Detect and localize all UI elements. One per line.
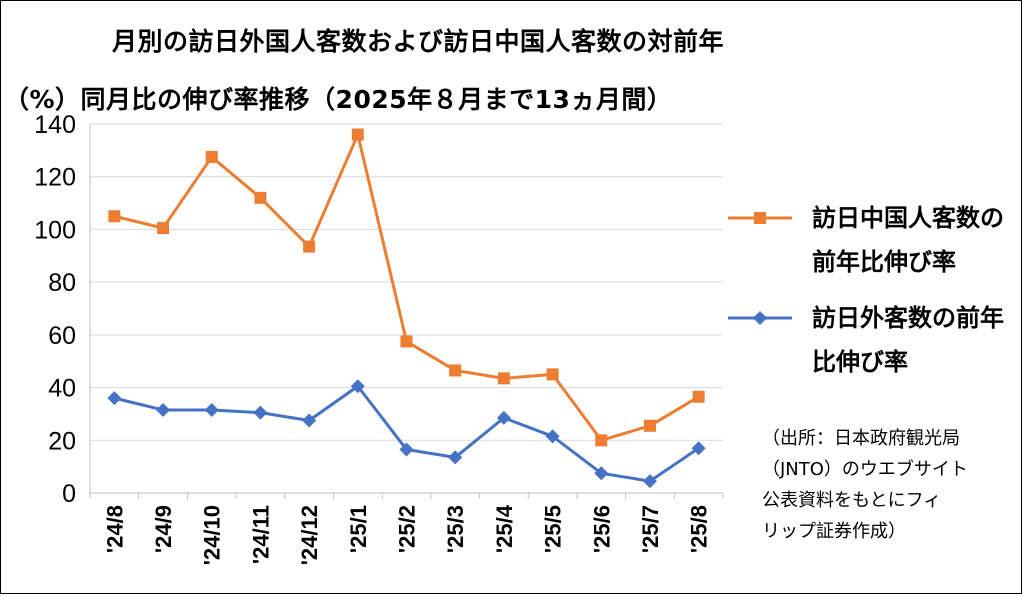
x-tick-label: '24/12 — [297, 505, 322, 565]
series-total-point — [594, 466, 609, 481]
x-tick-label: '25/4 — [492, 504, 517, 553]
x-tick-label: '25/1 — [346, 505, 371, 553]
legend-label-china-line2: 前年比伸び率 — [812, 248, 956, 276]
y-tick-label: 60 — [48, 322, 76, 350]
series-china-point — [205, 150, 218, 163]
series-total-point — [399, 442, 414, 457]
source-note-line: リップ証券作成） — [762, 521, 906, 542]
series-china-point — [254, 191, 267, 204]
x-tick-label: '25/7 — [638, 505, 663, 553]
series-china-point — [108, 210, 121, 223]
series-china-line — [113, 133, 700, 442]
series-china-point — [497, 372, 510, 385]
legend-marker-series-total — [753, 311, 767, 325]
series-china-point — [546, 368, 559, 381]
chart-title-line1: 月別の訪日外国人客数および訪日中国人客数の対前年 — [112, 27, 725, 56]
x-tick-label: '24/9 — [151, 505, 176, 553]
x-tick-label: '24/10 — [200, 505, 225, 565]
y-tick-label: 40 — [48, 375, 76, 403]
series-china-point — [692, 390, 705, 403]
chart-title-line2: （%）同月比の伸び率推移（2025年８月まで13ヵ月間） — [4, 85, 673, 114]
legend-label-total: 訪日外客数の前年 比伸び率 — [812, 296, 1012, 384]
series-total-point — [642, 474, 657, 489]
x-tick-label: '25/3 — [443, 505, 468, 553]
series-china-point — [303, 240, 316, 253]
series-total-line — [113, 384, 700, 483]
source-note-line: 公表資料をもとにフィ — [762, 490, 942, 511]
x-tick-label: '25/8 — [687, 505, 712, 553]
x-tick-label: '25/6 — [589, 505, 614, 553]
series-total-point — [496, 410, 511, 425]
source-note-line: （出所：日本政府観光局 — [762, 428, 960, 449]
series-china-point — [643, 419, 656, 432]
legend-label-china-line1: 訪日中国人客数の — [812, 204, 1004, 232]
series-total-point — [302, 413, 317, 428]
series-total-point — [350, 379, 365, 394]
y-tick-label: 20 — [48, 427, 76, 455]
series-total-point — [545, 429, 560, 444]
y-tick-label: 80 — [48, 269, 76, 297]
y-tick-label: 0 — [62, 480, 76, 508]
x-tick-label: '24/8 — [102, 505, 127, 553]
x-tick-label: '25/2 — [395, 505, 420, 553]
series-total-point — [448, 450, 463, 465]
series-total-point — [156, 402, 171, 417]
y-tick-label: 120 — [34, 164, 76, 192]
legend-label-total-line2: 比伸び率 — [812, 348, 908, 376]
x-tick-label: '25/5 — [541, 505, 566, 553]
series-china-point — [400, 335, 413, 348]
y-tick-label: 140 — [34, 111, 76, 139]
series-china-point — [351, 128, 364, 141]
x-tick-label: '24/11 — [248, 505, 273, 564]
series-total-point — [691, 441, 706, 456]
series-china-point — [595, 434, 608, 447]
series-total-point — [107, 391, 122, 406]
series-china-point — [449, 364, 462, 377]
y-tick-label: 100 — [34, 216, 76, 244]
source-note: （出所：日本政府観光局 （JNTO）のウエブサイト 公表資料をもとにフィ リップ… — [762, 423, 1002, 547]
series-china-point — [157, 222, 170, 235]
legend-marker-series-china — [754, 212, 766, 224]
legend-label-total-line1: 訪日外客数の前年 — [812, 304, 1004, 332]
series-total-point — [204, 402, 219, 417]
legend-label-china: 訪日中国人客数の 前年比伸び率 — [812, 196, 1012, 284]
source-note-line: （JNTO）のウエブサイト — [762, 459, 968, 480]
series-total-point — [253, 405, 268, 420]
